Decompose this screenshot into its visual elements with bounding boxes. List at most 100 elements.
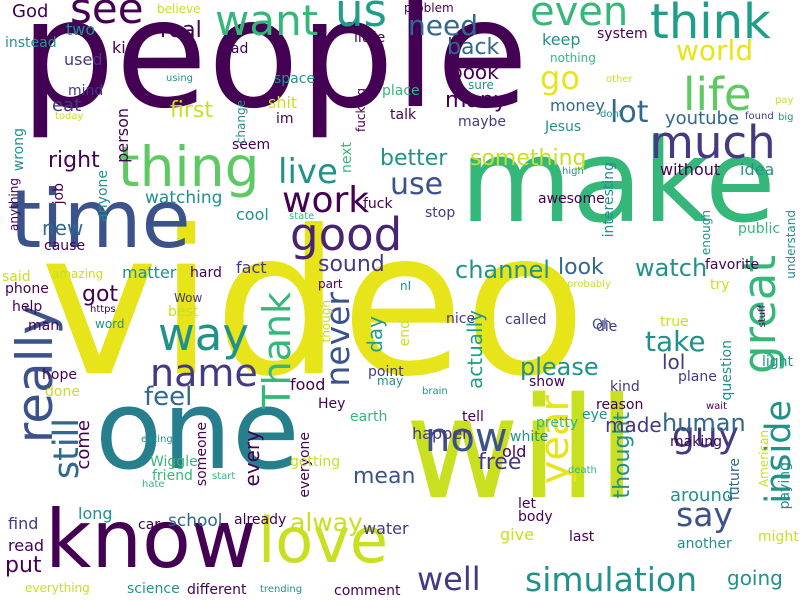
word-going: going [727, 566, 783, 590]
word-plane: plane [678, 369, 717, 385]
word-time: time [10, 173, 191, 266]
word-nothing: nothing [550, 51, 596, 65]
word-problem: problem [404, 1, 454, 15]
word-shit: shit [268, 93, 298, 112]
word-one: one [95, 366, 300, 494]
word-death: death [568, 465, 597, 476]
word-getting: getting [290, 454, 341, 470]
word-free: free [478, 450, 522, 475]
word-found: found [745, 111, 774, 122]
word-watch: watch [635, 254, 708, 282]
word-god: God [12, 1, 49, 22]
word-brain: brain [422, 386, 448, 397]
word-https: https [90, 304, 116, 315]
word-make: make [460, 115, 776, 249]
word-show: show [529, 374, 566, 390]
word-comment: comment [334, 583, 401, 599]
word-tell: tell [462, 409, 484, 425]
word-said: said [2, 269, 31, 285]
word-old: old [502, 442, 527, 461]
word-see: see [70, 0, 144, 33]
word-go: go [540, 59, 580, 97]
word-white: white [510, 429, 549, 445]
word-reason: reason [596, 397, 644, 413]
word-wiggle: Wiggle [150, 454, 198, 470]
word-cool: cool [236, 205, 269, 224]
word-making: making [670, 434, 722, 450]
word-last: last [569, 529, 595, 545]
word-kind: kind [610, 379, 640, 395]
word-think: think [650, 0, 771, 50]
word-system: system [597, 26, 648, 42]
word-eating: eating [141, 434, 173, 445]
word-believe: believe [157, 2, 201, 16]
word-something: something [470, 146, 587, 171]
word-anyone: anyone [95, 170, 111, 222]
word-part: part [318, 277, 343, 291]
word-stop: stop [425, 205, 456, 221]
word-light: light [762, 354, 794, 370]
word-talk: talk [390, 107, 417, 123]
word-even: even [530, 0, 629, 35]
word-another: another [677, 536, 732, 552]
word-got: got [82, 282, 119, 307]
word-true: true [660, 314, 689, 330]
word-state: state [289, 211, 315, 222]
word-want: want [215, 0, 319, 45]
word-car: car [138, 517, 161, 533]
word-give: give [500, 525, 534, 544]
word-question: question [719, 340, 735, 401]
word-real: real [160, 18, 202, 43]
word-point: point [368, 364, 404, 380]
word-two: two [66, 20, 96, 39]
word-say: say [676, 495, 733, 534]
word-thing: thing [118, 135, 260, 199]
word-every: every [240, 430, 264, 487]
word-better: better [380, 146, 448, 171]
word-awesome: awesome [538, 191, 605, 207]
word-now: now [425, 415, 508, 461]
word-happen: happen [412, 424, 473, 443]
word-day: day [363, 316, 387, 353]
word-die: die [596, 319, 618, 335]
word-place: place [382, 83, 420, 99]
word-friend: friend [152, 468, 193, 484]
word-change: change [234, 100, 248, 145]
word-without: without [660, 160, 721, 179]
word-keep: keep [542, 30, 581, 49]
word-hate: hate [142, 479, 165, 490]
word-nice: nice [446, 311, 476, 327]
word-fuck: fuck [363, 196, 393, 212]
word-trending: trending [260, 584, 303, 595]
word-enough: enough [699, 210, 713, 256]
word-man: man [28, 318, 60, 334]
word-may: may [377, 374, 404, 388]
word-fact: fact [236, 258, 267, 277]
word-called: called [505, 312, 547, 328]
word-using: using [166, 73, 194, 84]
word-hard: hard [190, 265, 222, 281]
word-understand: understand [784, 210, 798, 279]
word-little: little [354, 30, 386, 46]
word-sure: sure [468, 78, 494, 92]
word-love: love [258, 504, 388, 577]
word-will: will [405, 368, 637, 531]
word-help: help [12, 299, 43, 315]
word-might: might [758, 529, 799, 545]
word-read: read [8, 536, 45, 555]
word-job: job [51, 183, 67, 205]
word-done: done [45, 384, 80, 400]
word-everything: everything [25, 581, 90, 595]
word-end: end [397, 320, 413, 347]
word-earth: earth [350, 409, 388, 425]
word-youtube: youtube [665, 108, 740, 129]
word-though: though [319, 300, 333, 343]
word-water: water [363, 519, 409, 538]
word-different: different [187, 582, 247, 598]
word-need: need [408, 9, 478, 42]
word-mean: mean [353, 464, 416, 489]
word-watching: watching [145, 188, 223, 208]
word-life: life [683, 68, 752, 121]
word-ni: nI [400, 279, 412, 293]
word-please: please [520, 353, 599, 381]
